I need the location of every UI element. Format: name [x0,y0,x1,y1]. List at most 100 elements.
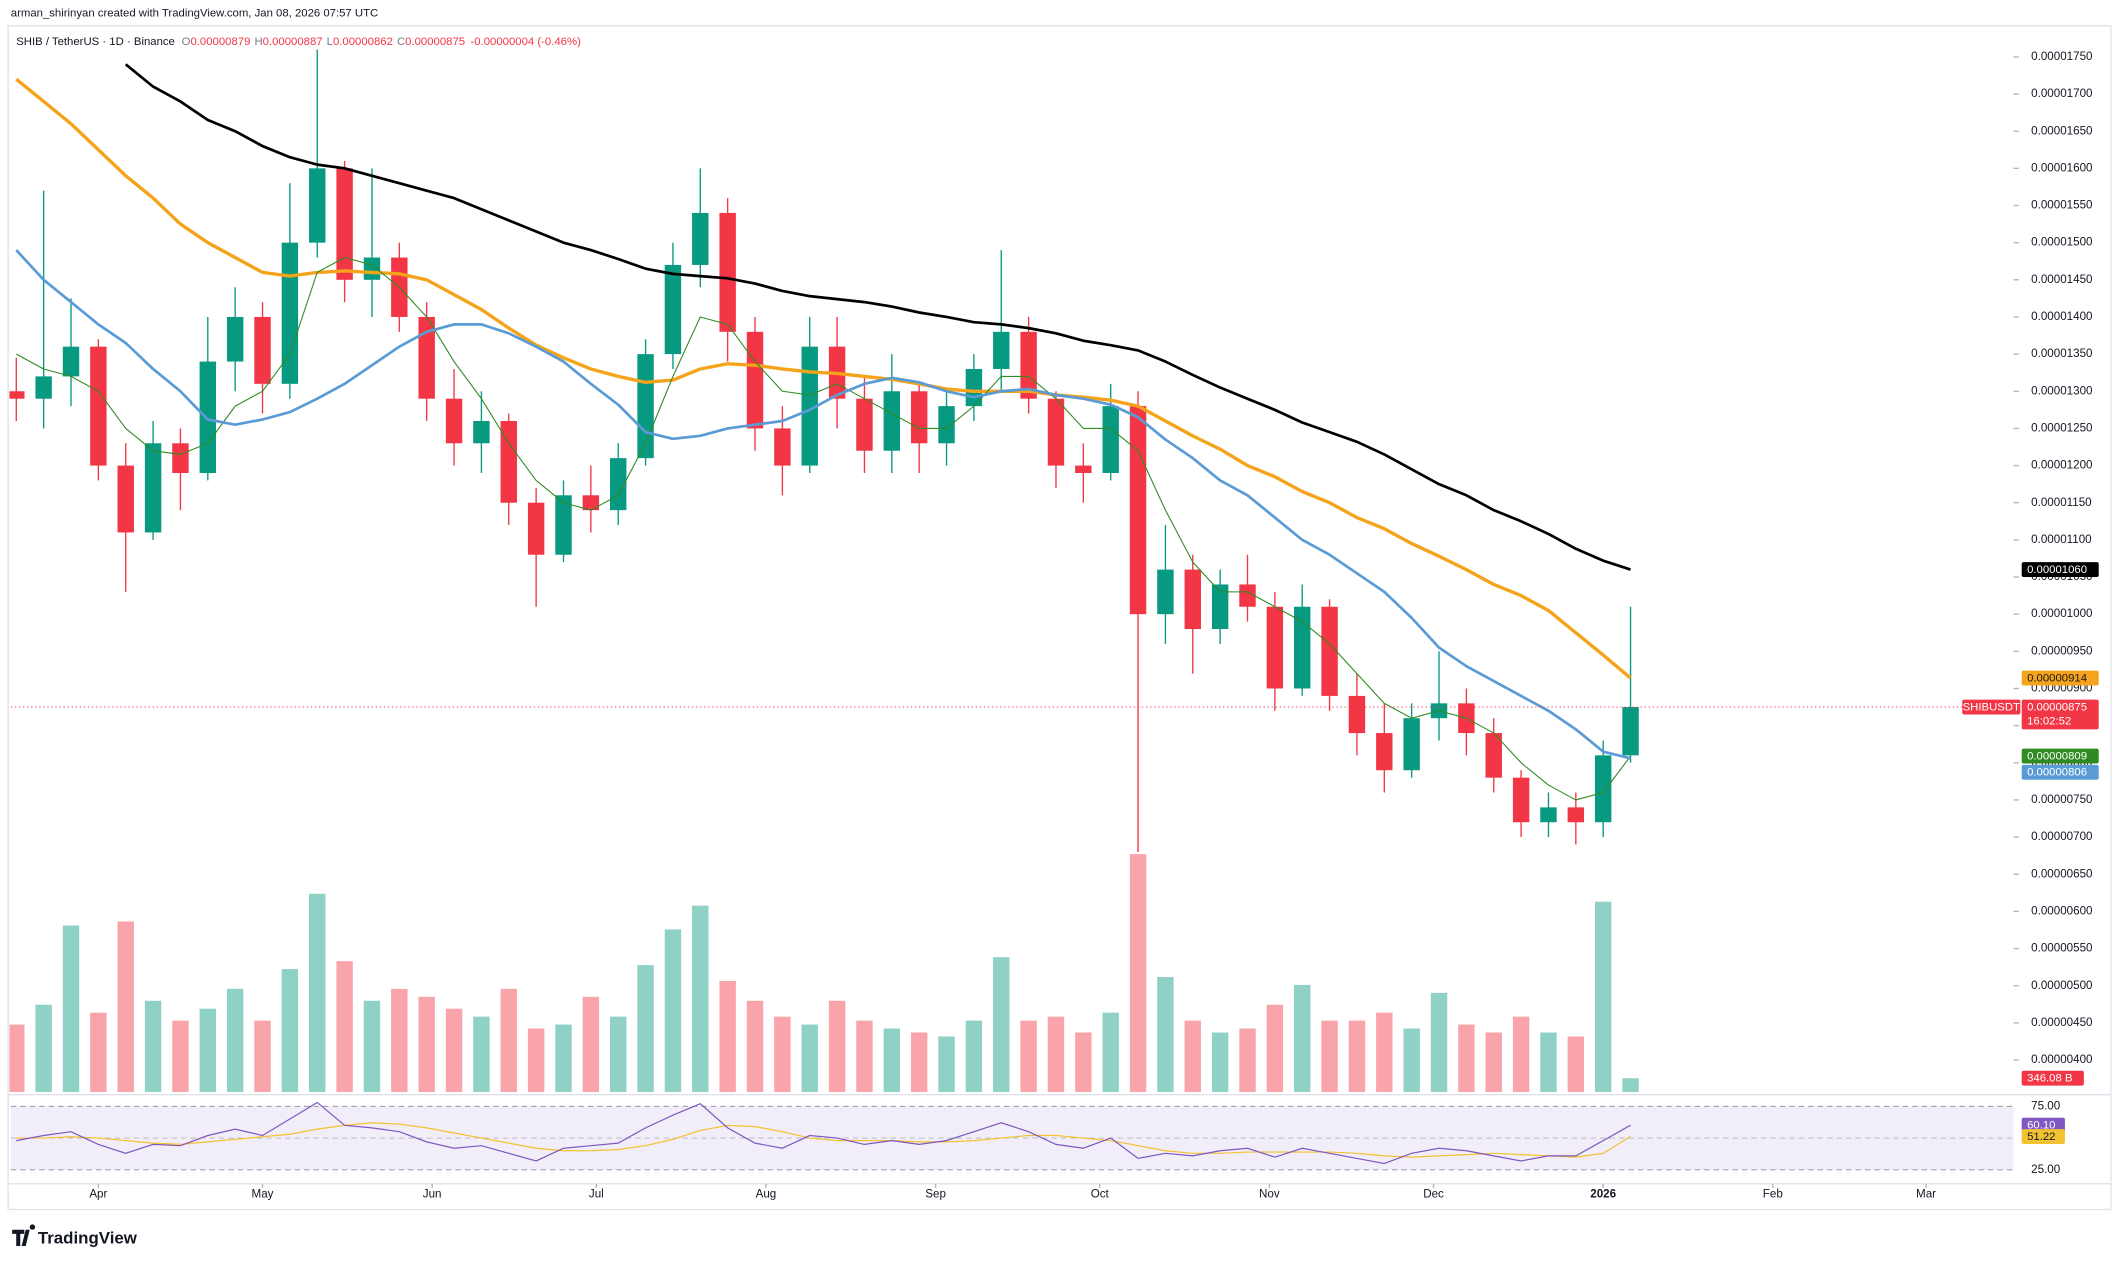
volume-bar [1294,984,1311,1092]
y-tick-label: 0.00000950 [2031,644,2092,657]
symbol-title: SHIB / TetherUS · 1D · Binance [16,36,175,48]
candle-body [172,443,189,473]
volume-bar [9,1024,25,1092]
candle-body [1348,695,1366,734]
rsi-tag [2021,1129,2065,1144]
candle-body [500,420,517,503]
volume-bar [117,921,134,1092]
price-tag-label: 0.00000809 [2027,751,2087,763]
volume-bar [473,1016,490,1092]
volume-bar [500,988,517,1092]
x-tick-label: Mar [1916,1188,1936,1201]
rsi-tag [2021,1117,2065,1133]
volume-bar [1184,1020,1201,1092]
y-tick-label: 0.00001600 [2031,161,2092,174]
y-tick-label: 0.00001450 [2031,273,2092,286]
volume-bar [555,1024,572,1092]
y-tick-label: 0.00001500 [2031,236,2092,249]
y-tick-label: 0.00001700 [2031,87,2092,100]
candle-body [692,212,709,265]
author-note: arman_shirinyan created with TradingView… [11,8,378,20]
candle-body [1622,707,1639,756]
x-tick-label: May [252,1188,274,1201]
candle-body [336,168,353,280]
candle-body [719,212,736,332]
candle-body [938,406,955,444]
volume-bar [774,1016,791,1092]
volume-bar [1512,1016,1530,1092]
candle-body [1403,718,1420,771]
price-tag [2021,562,2099,578]
candle-body [144,443,162,533]
volume-bar [938,1036,955,1092]
candle-body [664,264,682,355]
y-tick-label: 0.00000700 [2031,830,2092,843]
rsi-band [10,1106,2014,1170]
tag-layer: 0.00001060 0.00000914 0.00000875 16:02:52 SH… [1962,562,2099,1144]
legend-value: 0.00000875 [405,36,465,48]
logo-text: TradingView [38,1229,138,1248]
price-tag-label: 16:02:52 [2027,716,2071,728]
volume-bar [692,905,709,1092]
y-tick-label: 0.00000600 [2031,904,2092,917]
volume-bar [226,988,244,1092]
y-tick-label: 0.00001650 [2031,124,2092,137]
volume-bar [62,925,80,1092]
y-tick-label: 0.00000500 [2031,979,2092,992]
moving-average-line [15,249,1631,760]
legend-value: 0.00000887 [263,36,323,48]
y-tick-label: 0.00001550 [2031,199,2092,212]
volume-bar [199,1008,217,1092]
price-tag-label: 0.00000914 [2027,672,2087,684]
volume-bar [336,961,353,1092]
x-tick-label: Apr [89,1188,107,1201]
y-tick-label: 0.00001750 [2031,50,2092,63]
volume-bar [1430,992,1448,1092]
rsi-ma-line [16,1122,1631,1158]
volume-bar [1157,976,1174,1092]
x-tick-label: Jul [589,1188,604,1201]
x-tick-label: Dec [1423,1188,1444,1201]
rsi-layer [10,1101,2014,1171]
y-tick-label: 0.00001350 [2031,347,2092,360]
candle-body [1376,733,1393,771]
volume-bar [309,893,326,1092]
y-tick-label: 0.00001000 [2031,607,2092,620]
candle-body [746,331,764,429]
x-tick-label: Oct [1091,1188,1110,1201]
volume-bar [1458,1024,1475,1092]
candle-body [90,346,107,466]
candle-body [1020,331,1037,399]
volume-tag-label: 346.08 B [2027,1073,2072,1085]
volume-bar [1211,1032,1229,1092]
candle-body [1047,398,1065,466]
rsi-tick-label: 75.00 [2031,1099,2060,1112]
candle-body [363,257,381,280]
y-tick-label: 0.00001400 [2031,310,2092,323]
y-tick-label: 0.00000550 [2031,942,2092,955]
volume-bar [1567,1036,1585,1092]
y-tick-label: 0.00001200 [2031,459,2092,472]
legend-value: 0.00000879 [190,36,250,48]
candle-body [883,391,901,451]
candle-body [1211,584,1229,630]
volume-bar [1376,1012,1393,1092]
volume-bar [172,1020,189,1092]
legend-key: O [182,36,191,48]
volume-bar [144,1000,162,1092]
volume-bar [664,929,682,1092]
volume-layer [9,854,1639,1092]
volume-bar [1540,1032,1557,1092]
y-tick-label: 0.00000400 [2031,1053,2092,1066]
candle-body [473,420,490,444]
y-tick-label: 0.00001150 [2031,496,2091,509]
candle-body [309,168,326,243]
volume-bar [801,1024,818,1092]
candle-body [582,495,600,511]
volume-bar [719,980,736,1092]
y-tick-label: 0.00001250 [2031,421,2092,434]
legend-key: C [397,36,405,48]
candle-body [1266,606,1284,689]
